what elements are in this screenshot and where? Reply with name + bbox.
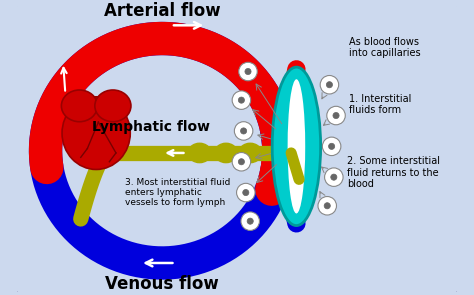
Ellipse shape: [272, 67, 320, 226]
Text: 2. Some interstitial
fluid returns to the
blood: 2. Some interstitial fluid returns to th…: [347, 156, 440, 189]
Circle shape: [239, 62, 257, 81]
Circle shape: [320, 76, 339, 94]
Ellipse shape: [288, 79, 305, 214]
Circle shape: [232, 91, 251, 109]
Ellipse shape: [239, 143, 262, 163]
Circle shape: [241, 212, 259, 230]
Circle shape: [234, 122, 253, 140]
Circle shape: [232, 153, 251, 171]
Ellipse shape: [188, 143, 211, 163]
Text: Lymphatic flow: Lymphatic flow: [92, 119, 210, 134]
Circle shape: [333, 112, 339, 119]
Ellipse shape: [95, 90, 131, 122]
Ellipse shape: [62, 97, 130, 169]
Text: 3. Most interstitial fluid
enters lymphatic
vessels to form lymph: 3. Most interstitial fluid enters lympha…: [125, 178, 230, 207]
Circle shape: [327, 106, 345, 125]
Ellipse shape: [61, 90, 98, 122]
Text: 1. Interstitial
fluids form: 1. Interstitial fluids form: [349, 94, 411, 115]
Circle shape: [238, 159, 245, 165]
Circle shape: [328, 143, 335, 150]
Circle shape: [237, 183, 255, 202]
Circle shape: [322, 137, 341, 155]
Text: Venous flow: Venous flow: [105, 275, 219, 293]
Circle shape: [327, 82, 333, 88]
Circle shape: [240, 128, 246, 134]
Circle shape: [243, 189, 249, 196]
Text: As blood flows
into capillaries: As blood flows into capillaries: [349, 37, 421, 58]
Circle shape: [318, 196, 337, 215]
Circle shape: [247, 218, 253, 224]
FancyBboxPatch shape: [15, 3, 459, 294]
Circle shape: [245, 68, 251, 75]
Circle shape: [331, 174, 337, 180]
Circle shape: [324, 203, 330, 209]
Ellipse shape: [215, 143, 237, 163]
Circle shape: [325, 168, 343, 186]
Text: Arterial flow: Arterial flow: [104, 2, 220, 20]
Circle shape: [238, 97, 245, 103]
